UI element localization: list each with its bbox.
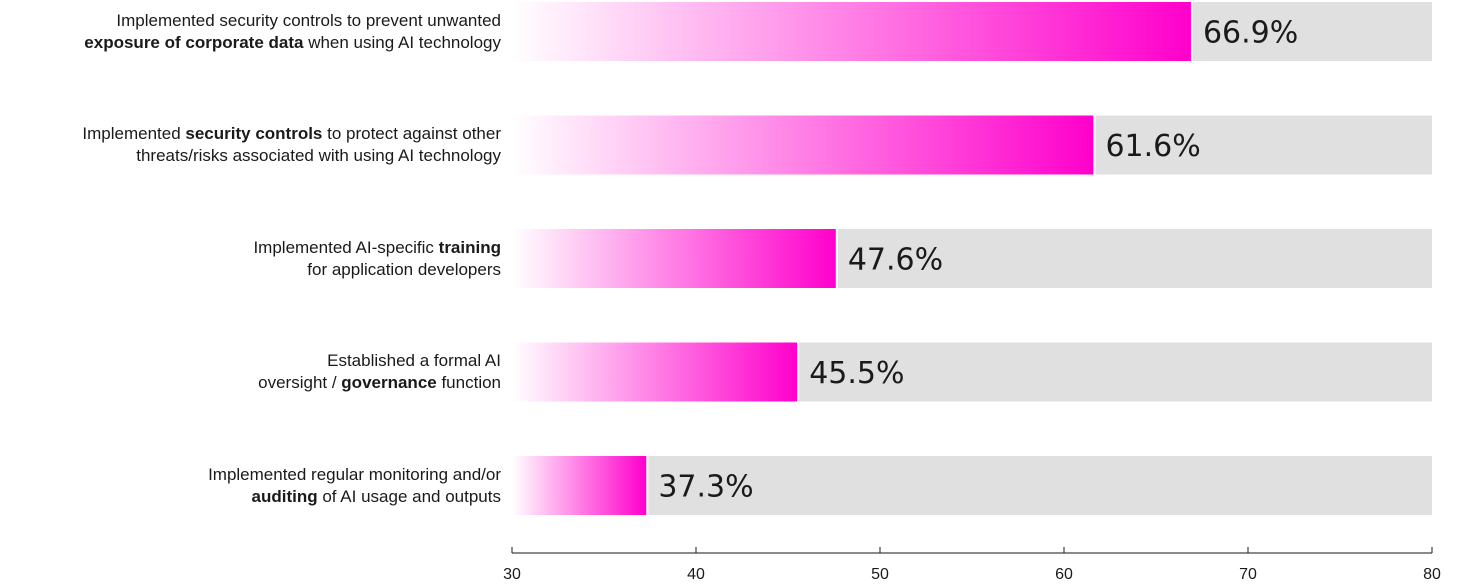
category-label: Implemented security controls to prevent… <box>0 10 501 54</box>
bar <box>512 115 1094 175</box>
bar <box>512 2 1191 61</box>
category-label-segment: when using AI technology <box>303 32 501 52</box>
bar <box>512 342 798 402</box>
category-label-segment: oversight / <box>258 373 342 392</box>
category-label-line: Implemented regular monitoring and/or <box>0 464 501 486</box>
category-label-line: Implemented AI-specific training <box>0 237 501 259</box>
bar-end-separator <box>1190 2 1193 61</box>
category-label-segment: Implemented security controls to prevent… <box>116 10 501 30</box>
category-label-segment: of AI usage and outputs <box>317 486 501 506</box>
category-label-line: for application developers <box>0 259 501 281</box>
bar-value-label: 66.9% <box>1203 16 1298 51</box>
bar-value-label: 37.3% <box>658 470 753 505</box>
category-label-line: auditing of AI usage and outputs <box>0 486 501 508</box>
category-label-segment: Implemented AI-specific <box>253 237 439 257</box>
bar-end-separator <box>835 229 838 288</box>
category-label-segment: function <box>436 373 501 392</box>
x-tick-label: 30 <box>503 566 521 583</box>
category-label-line: Implemented security controls to prevent… <box>0 10 501 32</box>
category-label-segment: threats/risks associated with using AI t… <box>136 146 501 165</box>
x-tick-label: 40 <box>687 566 705 583</box>
category-label: Established a formal AI oversight / gover… <box>0 350 501 394</box>
bar <box>512 456 647 515</box>
bar-end-separator <box>646 456 649 515</box>
x-tick-label: 70 <box>1239 566 1257 583</box>
category-label-segment: Established a formal AI <box>327 351 501 370</box>
x-tick-label: 80 <box>1423 566 1441 583</box>
category-label: Implemented AI-specific training for appl… <box>0 237 501 281</box>
category-label-segment: Implemented <box>82 124 186 143</box>
category-label-line: Established a formal AI <box>0 350 501 372</box>
category-label-line: oversight / governance function <box>0 372 501 394</box>
category-label: Implemented security controls to protect… <box>0 123 501 167</box>
category-label: Implemented regular monitoring and/or aud… <box>0 464 501 508</box>
bar-value-label: 61.6% <box>1105 129 1200 164</box>
bar-value-label: 45.5% <box>809 356 904 391</box>
bar-value-label: 47.6% <box>848 243 943 278</box>
bars-layer: 66.9% 61.6% 47.6% 45.5% 37.3% <box>512 2 1432 515</box>
category-label-bold-segment: exposure of corporate data <box>84 32 304 52</box>
category-label-bold-segment: training <box>438 237 501 257</box>
x-axis: 30 40 50 60 70 80 <box>503 547 1441 583</box>
category-label-segment: to protect against other <box>322 124 501 143</box>
category-label-segment: Implemented regular monitoring and/or <box>208 464 501 484</box>
category-label-line: exposure of corporate data when using AI… <box>0 32 501 54</box>
bar <box>512 229 836 288</box>
bar-track <box>512 456 1432 515</box>
x-tick-label: 50 <box>871 566 889 583</box>
category-label-line: Implemented security controls to protect… <box>0 123 501 145</box>
category-label-bold-segment: security controls <box>185 124 323 143</box>
bar-end-separator <box>1093 115 1096 175</box>
category-label-bold-segment: auditing <box>251 486 318 506</box>
category-label-bold-segment: governance <box>341 373 437 392</box>
bar-end-separator <box>797 342 800 402</box>
category-label-line: threats/risks associated with using AI t… <box>0 145 501 167</box>
category-label-segment: for application developers <box>307 259 501 279</box>
x-tick-label: 60 <box>1055 566 1073 583</box>
